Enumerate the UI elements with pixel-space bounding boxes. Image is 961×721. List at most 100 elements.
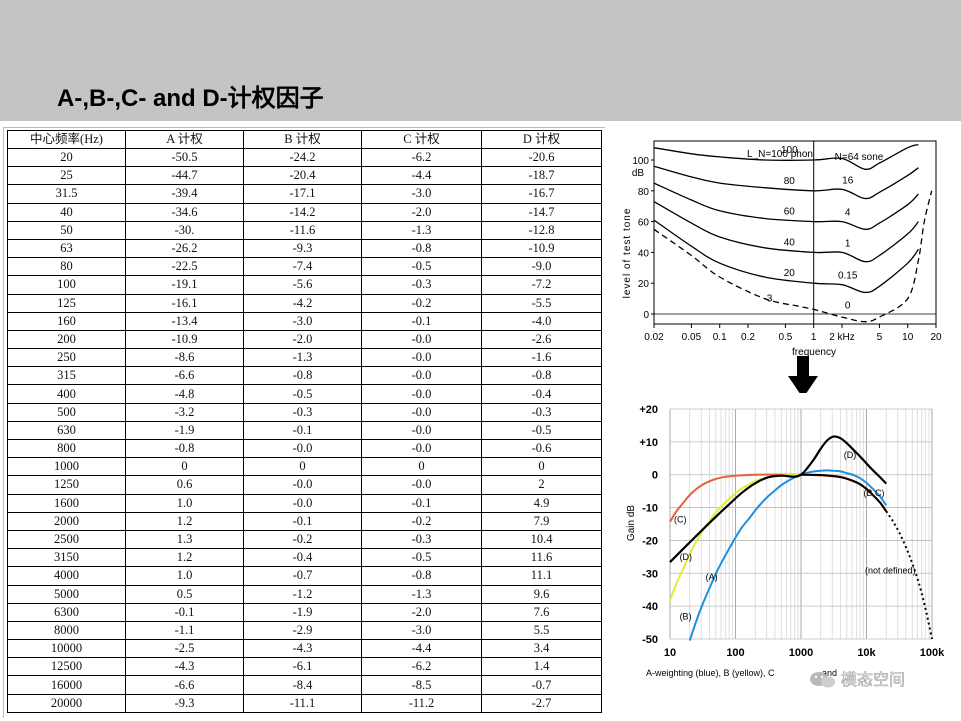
- table-row: 20000 -9.3 -11.1 -11.2 -2.7: [7, 693, 602, 713]
- cell-c-weight: 0: [361, 457, 482, 477]
- contour-line: [653, 201, 919, 263]
- equal-loudness-chart: 0.02 0.05 0.1 0.2 0.5 1 2 kHz 5 10 20100806040200…: [622, 140, 942, 358]
- cell-d-weight: 5.5: [481, 620, 602, 641]
- y-tick-label: -40: [642, 601, 658, 613]
- weighting-table: 中心频率(Hz) A 计权 B 计权 C 计权 D 计权 20 -50.5 -24.…: [7, 130, 602, 713]
- table-row: 63 -26.2 -9.3 -0.8 -10.9: [7, 238, 602, 259]
- cell-b-weight: -0.4: [243, 548, 362, 568]
- sone-label: 16: [842, 175, 854, 186]
- cell-b-weight: -8.4: [243, 675, 362, 695]
- y-tick-label: 0: [652, 470, 658, 482]
- x-tick-label: 0.5: [778, 332, 792, 343]
- cell-c-weight: -0.3: [361, 529, 482, 550]
- cell-a-weight: -22.5: [125, 257, 244, 277]
- table-row: 250 -8.6 -1.3 -0.0 -1.6: [7, 348, 602, 368]
- slide-header-band: [0, 0, 961, 121]
- contour-line: [653, 219, 919, 294]
- cell-c-weight: -0.0: [361, 329, 482, 350]
- cell-c-weight: -0.0: [361, 366, 482, 386]
- cell-frequency: 20: [7, 147, 126, 168]
- contour-line: [653, 143, 919, 170]
- cell-c-weight: -0.0: [361, 402, 482, 422]
- cell-b-weight: -17.1: [243, 184, 362, 204]
- table-row: 800 -0.8 -0.0 -0.0 -0.6: [7, 438, 602, 459]
- cell-c-weight: -1.3: [361, 584, 482, 604]
- cell-c-weight: -1.3: [361, 220, 482, 240]
- cell-b-weight: -2.0: [243, 329, 362, 350]
- cell-frequency: 10000: [7, 639, 126, 659]
- y-unit-label: dB: [632, 168, 645, 179]
- cell-b-weight: -0.1: [243, 511, 362, 531]
- table-row: 80 -22.5 -7.4 -0.5 -9.0: [7, 257, 602, 277]
- cell-b-weight: -6.1: [243, 657, 362, 677]
- table-row: 31.5 -39.4 -17.1 -3.0 -16.7: [7, 184, 602, 204]
- table-row: 1600 1.0 -0.0 -0.1 4.9: [7, 493, 602, 513]
- cell-b-weight: -1.3: [243, 348, 362, 368]
- x-tick-label: 2 kHz: [829, 332, 855, 343]
- cell-a-weight: -44.7: [125, 166, 244, 186]
- phon-label: 60: [784, 207, 796, 218]
- cell-a-weight: -3.2: [125, 402, 244, 422]
- cell-c-weight: -3.0: [361, 620, 482, 641]
- sone-label: 0: [845, 300, 851, 311]
- cell-frequency: 500: [7, 402, 126, 422]
- cell-d-weight: -14.7: [481, 202, 602, 222]
- cell-d-weight: -5.5: [481, 293, 602, 313]
- x-tick-label: 0.05: [682, 332, 702, 343]
- series-label-d-peak: (D): [844, 450, 857, 460]
- cell-b-weight: -4.2: [243, 293, 362, 313]
- x-tick-label: 0.2: [741, 332, 755, 343]
- cell-frequency: 2500: [7, 529, 126, 550]
- cell-frequency: 3150: [7, 548, 126, 568]
- cell-c-weight: -11.2: [361, 693, 482, 713]
- cell-frequency: 80: [7, 257, 126, 277]
- cell-frequency: 100: [7, 275, 126, 295]
- x-tick-label: 0.1: [713, 332, 727, 343]
- contour-line: [653, 190, 933, 323]
- y-tick-label: 100: [632, 156, 649, 167]
- y-tick-label: 0: [643, 310, 649, 321]
- table-row: 6300 -0.1 -1.9 -2.0 7.6: [7, 602, 602, 622]
- cell-c-weight: -0.2: [361, 511, 482, 531]
- cell-d-weight: 11.6: [481, 548, 602, 568]
- cell-d-weight: 10.4: [481, 529, 602, 550]
- cell-c-weight: -0.5: [361, 548, 482, 568]
- cell-d-weight: -9.0: [481, 257, 602, 277]
- cell-b-weight: -0.3: [243, 402, 362, 422]
- cell-a-weight: -6.6: [125, 366, 244, 386]
- x-tick-label: 1: [811, 332, 817, 343]
- table-row: 25 -44.7 -20.4 -4.4 -18.7: [7, 166, 602, 186]
- cell-c-weight: -0.3: [361, 275, 482, 295]
- y-tick-label: +20: [639, 404, 658, 416]
- cell-frequency: 4000: [7, 566, 126, 586]
- table-frame: [3, 127, 605, 718]
- cell-d-weight: 9.6: [481, 584, 602, 604]
- cell-d-weight: 7.6: [481, 602, 602, 622]
- table-row: 200 -10.9 -2.0 -0.0 -2.6: [7, 329, 602, 350]
- cell-c-weight: -0.0: [361, 438, 482, 459]
- weighting-curve: [669, 435, 888, 563]
- x-tick-label: 100: [726, 647, 744, 659]
- x-tick-label: 20: [930, 332, 942, 343]
- not-defined-annotation: (not defined): [865, 565, 916, 575]
- table-row: 100 -19.1 -5.6 -0.3 -7.2: [7, 275, 602, 295]
- cell-a-weight: 0: [125, 457, 244, 477]
- cell-frequency: 40: [7, 202, 126, 222]
- cell-b-weight: 0: [243, 457, 362, 477]
- cell-d-weight: -1.6: [481, 348, 602, 368]
- cell-a-weight: 0.6: [125, 475, 244, 495]
- cell-frequency: 1250: [7, 475, 126, 495]
- cell-c-weight: -6.2: [361, 657, 482, 677]
- series-label: (B): [680, 611, 692, 621]
- cell-d-weight: 7.9: [481, 511, 602, 531]
- cell-a-weight: -13.4: [125, 311, 244, 331]
- table-row: 315 -6.6 -0.8 -0.0 -0.8: [7, 366, 602, 386]
- sone-label: 1: [845, 238, 851, 249]
- phon-label: 20: [784, 268, 796, 279]
- cell-c-weight: -0.0: [361, 348, 482, 368]
- table-row: 12500 -4.3 -6.1 -6.2 1.4: [7, 657, 602, 677]
- cell-d-weight: -0.4: [481, 384, 602, 404]
- plot-frame: [653, 140, 937, 325]
- cell-c-weight: -0.1: [361, 493, 482, 513]
- down-arrow-icon: [788, 356, 818, 398]
